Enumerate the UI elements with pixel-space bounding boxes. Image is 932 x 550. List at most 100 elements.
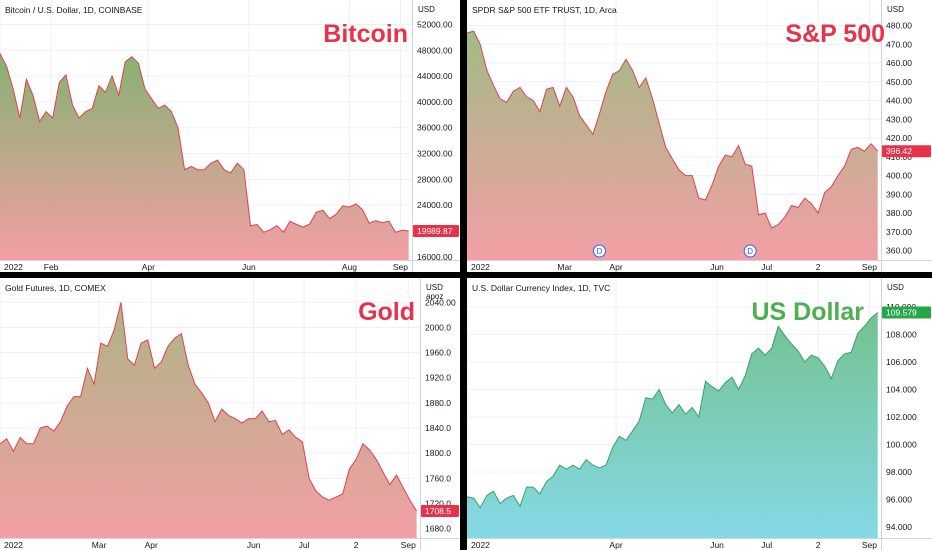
- sp500-y-tick-label: 440.00: [886, 96, 912, 106]
- bitcoin-area-fill: [0, 53, 409, 260]
- bitcoin-y-tick-label: 40000.00: [417, 97, 453, 107]
- sp500-y-tick-label: 470.00: [886, 39, 912, 49]
- bitcoin-x-tick-label: Sep: [393, 262, 408, 272]
- gold-y-tick-label: 1840.0: [425, 423, 451, 433]
- sp500-dividend-marker: [592, 244, 606, 258]
- gold-chart-panel[interactable]: 2040.00 2000.0 1960.0 1920.0 1880.0 1840.0 180…: [0, 278, 460, 550]
- bitcoin-price-line: [0, 53, 409, 234]
- gold-last-price-label: 1708.5: [425, 506, 451, 516]
- gold-y-tick-label: 1680.0: [425, 524, 451, 534]
- bitcoin-x-tick-label: 2022: [4, 262, 23, 272]
- sp500-y-tick-label: 460.00: [886, 58, 912, 68]
- sp500-x-tick-label: Sep: [862, 262, 877, 272]
- sp500-price-line: [467, 30, 879, 229]
- gold-currency-unit: USD: [426, 283, 443, 292]
- gold-y-tick-label: 1760.0: [425, 473, 451, 483]
- sp500-y-tick-label: 420.00: [886, 133, 912, 143]
- sp500-last-price-box: [882, 145, 931, 158]
- gold-area-chart[interactable]: 2040.00 2000.0 1960.0 1920.0 1880.0 1840.0 180…: [0, 278, 460, 550]
- gold-chart-title: Gold: [358, 298, 415, 326]
- gold-x-tick-label: Jun: [247, 540, 261, 550]
- bitcoin-x-tick-label: Apr: [142, 262, 155, 272]
- sp500-last-price-label: 396.42: [886, 146, 912, 156]
- bitcoin-chart-panel[interactable]: 52000.00 48000.00 44000.00 40000.00 36000.00…: [0, 0, 460, 272]
- us-dollar-y-tick-label: 96.000: [886, 495, 912, 505]
- sp500-currency-unit: USD: [887, 5, 904, 14]
- sp500-y-tick-label: 450.00: [886, 77, 912, 87]
- sp500-chart-panel[interactable]: 480.00 470.00 460.00 450.00 440.00 430.00 420.…: [467, 0, 932, 272]
- us-dollar-area-fill: [467, 312, 878, 538]
- us-dollar-x-tick-label: Apr: [609, 540, 622, 550]
- us-dollar-x-tick-label: Jul: [761, 540, 772, 550]
- sp500-dividend-marker: [743, 244, 757, 258]
- us-dollar-price-line: [467, 312, 879, 509]
- gold-price-unit: apoz: [426, 292, 444, 301]
- sp500-dividend-marker-label: D: [747, 247, 753, 256]
- bitcoin-area-chart[interactable]: 52000.00 48000.00 44000.00 40000.00 36000.00…: [0, 0, 460, 272]
- bitcoin-y-tick-label: 36000.00: [417, 123, 453, 133]
- bitcoin-x-tick-label: Jun: [242, 262, 256, 272]
- gold-y-tick-label: 2000.0: [425, 322, 451, 332]
- us-dollar-y-tick-label: 98.000: [886, 467, 912, 477]
- bitcoin-x-tick-label: Aug: [342, 262, 357, 272]
- sp500-y-tick-label: 370.00: [886, 227, 912, 237]
- sp500-x-tick-label: 2022: [471, 262, 490, 272]
- sp500-x-tick-label: Jun: [710, 262, 724, 272]
- bitcoin-last-price-box: [413, 225, 459, 238]
- gold-x-tick-label: Apr: [145, 540, 158, 550]
- us-dollar-chart-title: US Dollar: [751, 298, 864, 326]
- us-dollar-x-tick-label: Jun: [710, 540, 724, 550]
- gold-y-tick-label: 2040.00: [425, 297, 456, 307]
- us-dollar-instrument-label: U.S. Dollar Currency Index, 1D, TVC: [472, 283, 611, 293]
- gold-y-tick-label: 1800.0: [425, 448, 451, 458]
- us-dollar-y-tick-label: 108.000: [886, 330, 917, 340]
- sp500-area-chart[interactable]: 480.00 470.00 460.00 450.00 440.00 430.00 420.…: [467, 0, 932, 272]
- us-dollar-area-chart[interactable]: 110.000108.000106.000104.000102.000100.0…: [467, 278, 932, 550]
- us-dollar-x-tick-label: Sep: [862, 540, 877, 550]
- sp500-x-tick-label: Jul: [761, 262, 772, 272]
- bitcoin-y-tick-label: 32000.00: [417, 149, 453, 159]
- bitcoin-instrument-label: Bitcoin / U.S. Dollar, 1D, COINBASE: [5, 5, 143, 15]
- bitcoin-y-tick-label: 28000.00: [417, 174, 453, 184]
- us-dollar-x-tick-label: 2022: [471, 540, 490, 550]
- gold-last-price-box: [421, 504, 459, 517]
- gold-y-tick-label: 1960.0: [425, 348, 451, 358]
- us-dollar-x-tick-label: 2: [816, 540, 821, 550]
- gold-x-tick-label: Sep: [401, 540, 416, 550]
- sp500-x-tick-label: 2: [816, 262, 821, 272]
- sp500-x-tick-label: Apr: [609, 262, 622, 272]
- gold-area-fill: [0, 302, 417, 538]
- bitcoin-chart-title: Bitcoin: [323, 20, 408, 48]
- bitcoin-last-price-label: 19989.87: [417, 226, 453, 236]
- us-dollar-y-tick-label: 104.000: [886, 385, 917, 395]
- us-dollar-y-tick-label: 100.000: [886, 440, 917, 450]
- gold-x-tick-label: 2: [354, 540, 359, 550]
- sp500-y-tick-label: 380.00: [886, 208, 912, 218]
- bitcoin-y-tick-label: 16000.00: [417, 252, 453, 262]
- gold-x-tick-label: Jul: [299, 540, 310, 550]
- us-dollar-y-tick-label: 102.000: [886, 412, 917, 422]
- bitcoin-y-tick-label: 44000.00: [417, 71, 453, 81]
- gold-y-tick-label: 1920.0: [425, 373, 451, 383]
- gold-x-tick-label: 2022: [4, 540, 23, 550]
- us-dollar-chart-panel[interactable]: 110.000108.000106.000104.000102.000100.0…: [467, 278, 932, 550]
- us-dollar-last-price-label: 109.579: [886, 308, 917, 318]
- us-dollar-y-tick-label: 94.000: [886, 522, 912, 532]
- sp500-area-fill: [467, 31, 878, 260]
- gold-x-tick-label: Mar: [92, 540, 107, 550]
- us-dollar-y-tick-label: 106.000: [886, 357, 917, 367]
- gold-y-tick-label: 1720.0: [425, 498, 451, 508]
- bitcoin-y-tick-label: 24000.00: [417, 200, 453, 210]
- sp500-y-tick-label: 400.00: [886, 171, 912, 181]
- gold-price-line: [0, 302, 418, 512]
- us-dollar-last-price-box: [882, 306, 931, 319]
- bitcoin-y-tick-label: 52000.00: [417, 19, 453, 29]
- sp500-y-tick-label: 360.00: [886, 246, 912, 256]
- bitcoin-y-tick-label: 48000.00: [417, 45, 453, 55]
- bitcoin-x-tick-label: Feb: [44, 262, 59, 272]
- sp500-dividend-marker-label: D: [597, 247, 603, 256]
- sp500-x-tick-label: Mar: [557, 262, 572, 272]
- gold-instrument-label: Gold Futures, 1D, COMEX: [5, 283, 106, 293]
- sp500-chart-title: S&P 500: [785, 20, 885, 48]
